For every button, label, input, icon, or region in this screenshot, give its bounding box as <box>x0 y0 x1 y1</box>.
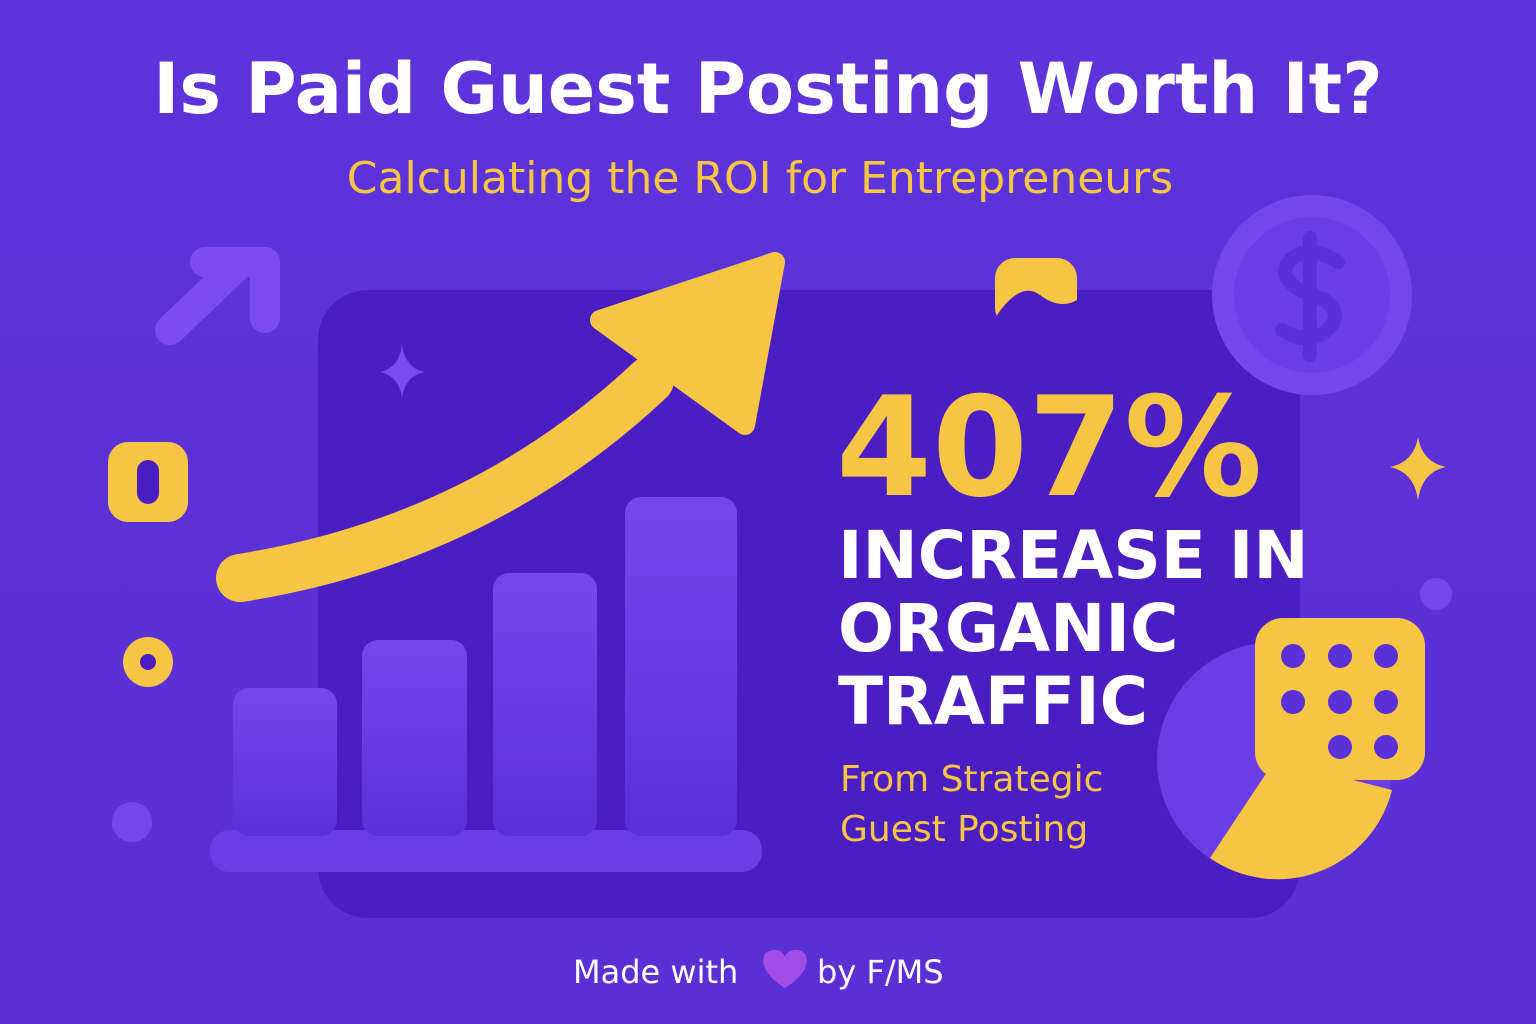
stat-source: From Strategic Guest Posting <box>840 759 1103 850</box>
pie-slice <box>1210 760 1392 880</box>
stat-label-line: ORGANIC <box>838 590 1178 667</box>
dollar-sign <box>1275 231 1345 362</box>
stat-label-line: TRAFFIC <box>838 663 1148 740</box>
dot <box>112 802 152 842</box>
stat-source-line: From Strategic <box>840 759 1103 800</box>
stat-source-line: Guest Posting <box>840 809 1088 850</box>
sparkle <box>380 345 425 398</box>
footer-prefix: Made with <box>573 953 738 991</box>
dice-dots <box>1281 644 1398 759</box>
heart-icon <box>763 949 807 988</box>
stat-label-line: INCREASE IN <box>838 517 1309 594</box>
badge-slot <box>137 460 159 504</box>
bar <box>493 573 597 836</box>
sparkle <box>1390 437 1446 500</box>
bar <box>233 688 337 836</box>
footer-suffix: by F/MS <box>817 953 944 991</box>
dot <box>1420 578 1452 610</box>
bar <box>625 497 737 836</box>
bar-base <box>210 830 762 872</box>
ring-hole <box>140 654 156 670</box>
small-arrow-icon <box>155 247 280 345</box>
growth-arrow <box>216 356 674 602</box>
stat-figure: 407% <box>836 367 1262 528</box>
title: Is Paid Guest Posting Worth It? <box>153 48 1382 130</box>
subtitle: Calculating the ROI for Entrepreneurs <box>347 153 1173 204</box>
growth-arrowhead <box>590 252 785 435</box>
mini-chart-wave <box>995 290 1077 328</box>
bar <box>362 640 467 836</box>
